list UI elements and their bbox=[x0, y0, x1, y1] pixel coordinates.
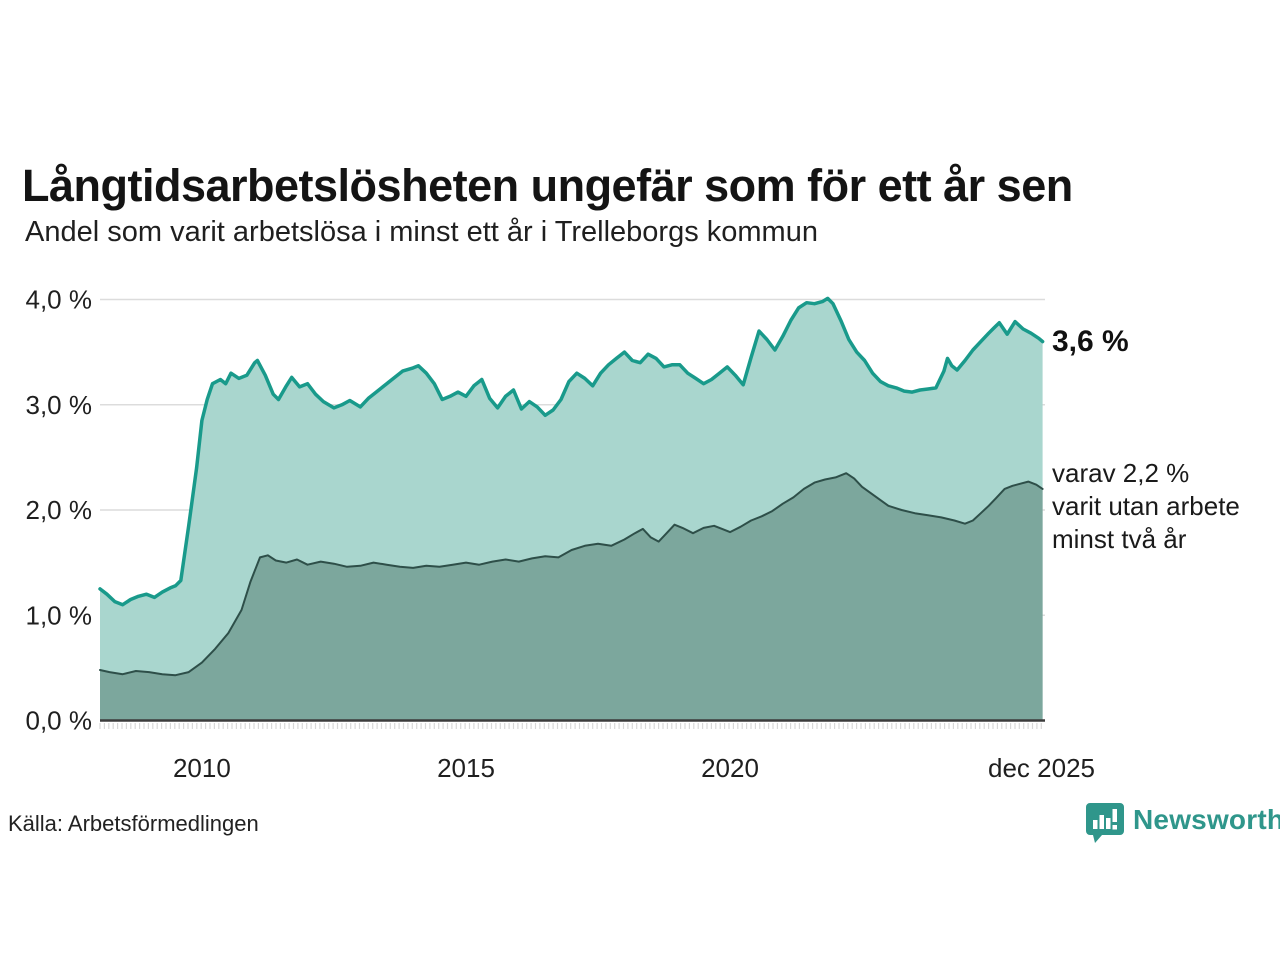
x-axis-label: 2015 bbox=[437, 753, 495, 783]
minst_ett_ar-line bbox=[98, 296, 1045, 607]
source-credit: Källa: Arbetsförmedlingen bbox=[8, 811, 259, 836]
bar-chart-speech-bubble-icon bbox=[1086, 801, 1124, 850]
y-axis-label: 4,0 % bbox=[26, 285, 93, 315]
brand-name: Newsworthy bbox=[1133, 804, 1280, 835]
x-axis-label: 2020 bbox=[701, 753, 759, 783]
x-axis-label: 2010 bbox=[173, 753, 231, 783]
y-axis-label: 1,0 % bbox=[26, 600, 93, 630]
page-title: Långtidsarbetslösheten ungefär som för e… bbox=[22, 160, 1073, 212]
latest-value-label: 3,6 % bbox=[1052, 325, 1129, 358]
two-year-series-label: varav 2,2 % varit utan arbete minst två … bbox=[1052, 458, 1240, 554]
minst_tva_ar-line bbox=[99, 472, 1044, 677]
chart-subtitle: Andel som varit arbetslösa i minst ett å… bbox=[25, 216, 818, 248]
y-axis-label: 3,0 % bbox=[26, 390, 93, 420]
newsworthy-logo: Newsworthy bbox=[1086, 801, 1280, 847]
x-axis-label: dec 2025 bbox=[988, 753, 1095, 783]
y-axis-label: 0,0 % bbox=[26, 706, 93, 736]
y-axis-label: 2,0 % bbox=[26, 495, 93, 525]
minst_tva_ar-area bbox=[100, 473, 1043, 721]
